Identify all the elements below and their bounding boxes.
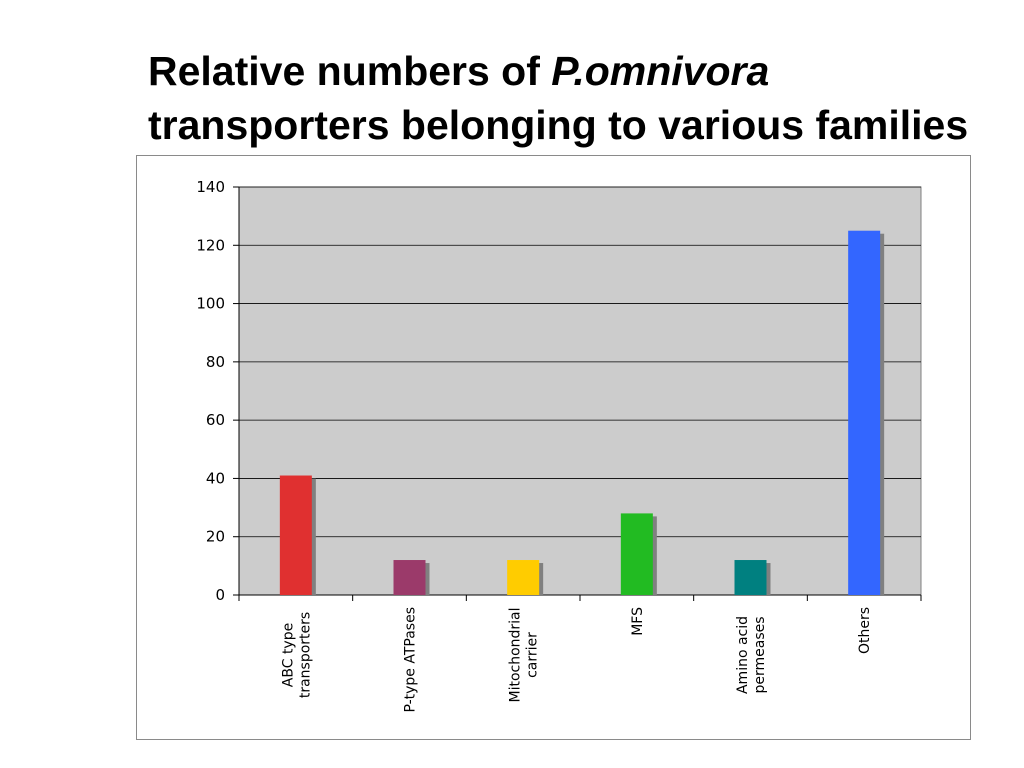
x-category-label-line: Mitochondrial	[508, 607, 524, 702]
plot-area	[238, 186, 922, 596]
title-line-2: transporters belonging to various famili…	[148, 102, 969, 148]
x-category-label: P-type ATPases	[403, 607, 419, 713]
title-prefix: Relative numbers of	[148, 48, 552, 94]
x-category-label-line: MFS	[630, 607, 646, 636]
x-category-label-line: permeases	[752, 616, 768, 693]
bar-chart: 0 20 40 60 80 100 120 140 ABC type transporters P-…	[196, 178, 922, 713]
x-category-label-line: P-type ATPases	[403, 607, 419, 713]
x-category-label-line: ABC type	[280, 623, 296, 687]
y-tick-label: 20	[206, 528, 225, 546]
chart-frame: 0 20 40 60 80 100 120 140 ABC type transporters P-…	[136, 155, 971, 740]
bar	[848, 230, 881, 595]
y-tick-label: 120	[196, 236, 225, 254]
y-tick-label: 40	[206, 469, 225, 487]
title-species: P.omnivora	[551, 48, 770, 94]
y-tick-label: 60	[206, 411, 225, 429]
x-category-label-line: carrier	[525, 632, 541, 678]
bar	[734, 560, 767, 595]
y-tick-label: 80	[206, 353, 225, 371]
x-category-label-line: Amino acid	[735, 616, 751, 694]
y-tick-label: 140	[196, 178, 225, 196]
y-tick-label: 100	[196, 295, 225, 313]
title-line-1: Relative numbers of P.omnivora	[148, 44, 1024, 98]
bar	[393, 560, 426, 595]
x-category-label-line: transporters	[297, 612, 313, 698]
x-category-label: Amino acid permeases	[735, 616, 768, 694]
bar	[507, 560, 540, 595]
x-category-label-line: Others	[857, 607, 873, 654]
x-category-label: Others	[857, 607, 873, 654]
bar	[279, 475, 312, 595]
bar	[620, 513, 653, 595]
x-category-label: Mitochondrial carrier	[508, 607, 541, 702]
x-category-label: MFS	[630, 607, 646, 636]
x-category-label: ABC type transporters	[280, 612, 313, 698]
slide-title: Relative numbers of P.omnivora transport…	[148, 44, 1024, 152]
y-tick-label: 0	[215, 586, 225, 604]
